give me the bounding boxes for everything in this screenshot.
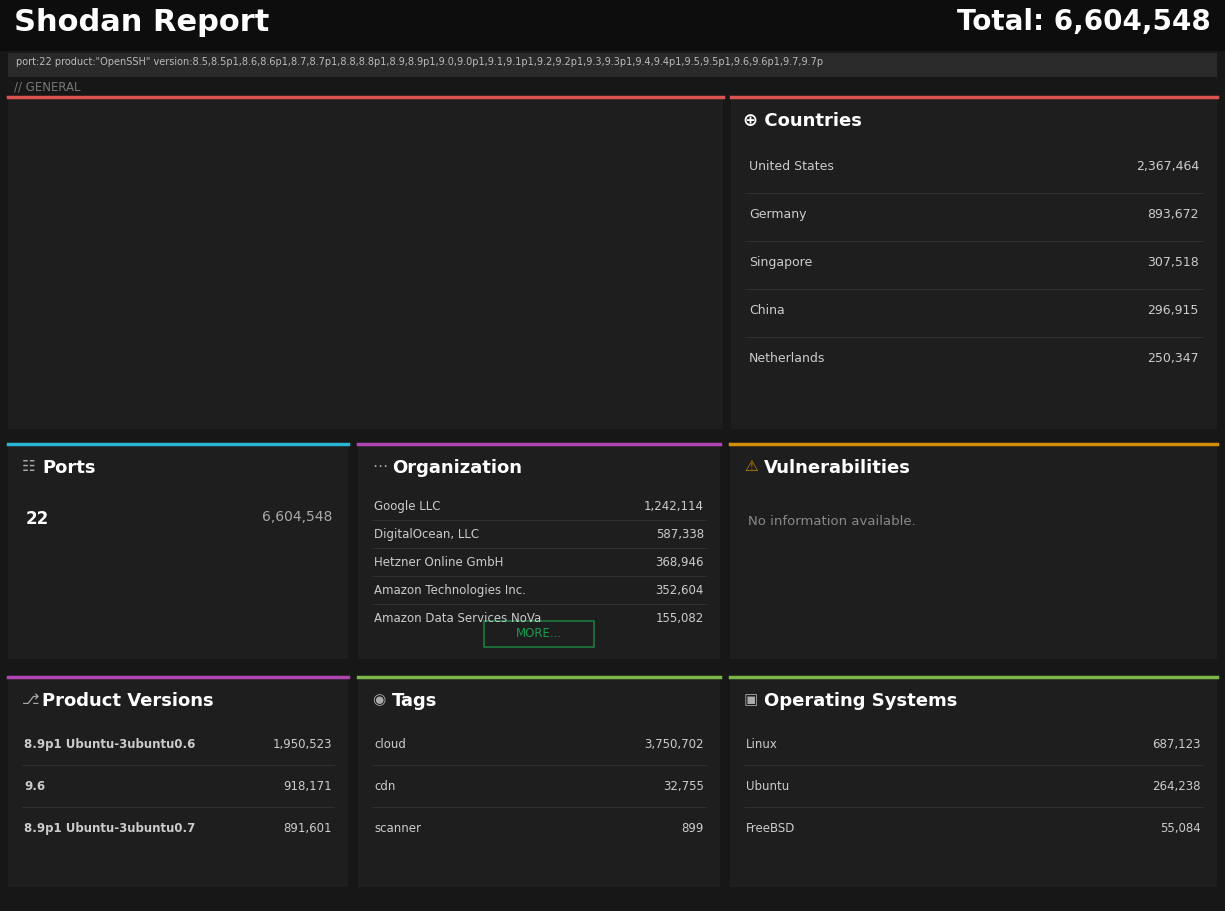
- Text: 155,082: 155,082: [655, 611, 704, 624]
- Text: cdn: cdn: [374, 779, 396, 793]
- Text: Operating Systems: Operating Systems: [764, 691, 958, 710]
- Text: Singapore: Singapore: [748, 256, 812, 269]
- Text: 1,950,523: 1,950,523: [272, 737, 332, 750]
- Text: 899: 899: [681, 821, 704, 834]
- Text: Shodan Report: Shodan Report: [13, 8, 270, 37]
- Text: Total: 6,604,548: Total: 6,604,548: [957, 8, 1212, 36]
- Text: Product Versions: Product Versions: [42, 691, 213, 710]
- Text: Vulnerabilities: Vulnerabilities: [764, 458, 911, 476]
- Text: Tags: Tags: [392, 691, 437, 710]
- Text: 3,750,702: 3,750,702: [644, 737, 704, 750]
- Text: Amazon Technologies Inc.: Amazon Technologies Inc.: [374, 583, 526, 597]
- Text: 891,601: 891,601: [283, 821, 332, 834]
- Text: Netherlands: Netherlands: [748, 352, 826, 364]
- Text: ▣: ▣: [744, 691, 758, 706]
- Text: DigitalOcean, LLC: DigitalOcean, LLC: [374, 527, 479, 540]
- Text: ⊕ Countries: ⊕ Countries: [744, 112, 862, 130]
- Text: 55,084: 55,084: [1160, 821, 1200, 834]
- Text: 2,367,464: 2,367,464: [1136, 159, 1199, 173]
- Text: 22: 22: [26, 509, 49, 527]
- Text: 352,604: 352,604: [655, 583, 704, 597]
- Text: FreeBSD: FreeBSD: [746, 821, 795, 834]
- Text: port:22 product:"OpenSSH" version:8.5,8.5p1,8.6,8.6p1,8.7,8.7p1,8.8,8.8p1,8.9,8.: port:22 product:"OpenSSH" version:8.5,8.…: [16, 56, 823, 67]
- Text: cloud: cloud: [374, 737, 405, 750]
- Text: Linux: Linux: [746, 737, 778, 750]
- Text: 893,672: 893,672: [1148, 208, 1199, 220]
- Text: ⋯: ⋯: [372, 458, 387, 474]
- Text: Ubuntu: Ubuntu: [746, 779, 789, 793]
- Text: 687,123: 687,123: [1153, 737, 1200, 750]
- Text: Amazon Data Services NoVa: Amazon Data Services NoVa: [374, 611, 541, 624]
- Text: Map unavailable: No module named 'geopandas': Map unavailable: No module named 'geopan…: [229, 266, 502, 276]
- Text: 8.9p1 Ubuntu-3ubuntu0.6: 8.9p1 Ubuntu-3ubuntu0.6: [24, 737, 195, 750]
- Text: scanner: scanner: [374, 821, 421, 834]
- Text: ⚠: ⚠: [744, 458, 757, 474]
- Text: Germany: Germany: [748, 208, 806, 220]
- Text: // GENERAL: // GENERAL: [13, 80, 81, 93]
- Text: 32,755: 32,755: [663, 779, 704, 793]
- Text: Google LLC: Google LLC: [374, 499, 441, 512]
- Text: ☷: ☷: [22, 458, 36, 474]
- Text: MORE...: MORE...: [516, 627, 562, 640]
- Text: 307,518: 307,518: [1148, 256, 1199, 269]
- Text: 918,171: 918,171: [283, 779, 332, 793]
- Text: 6,604,548: 6,604,548: [262, 509, 332, 524]
- Text: United States: United States: [748, 159, 834, 173]
- Text: 1,242,114: 1,242,114: [644, 499, 704, 512]
- Text: Hetzner Online GmbH: Hetzner Online GmbH: [374, 556, 503, 568]
- Text: 250,347: 250,347: [1148, 352, 1199, 364]
- Text: Ports: Ports: [42, 458, 96, 476]
- Text: 368,946: 368,946: [655, 556, 704, 568]
- Text: 9.6: 9.6: [24, 779, 45, 793]
- Text: 264,238: 264,238: [1153, 779, 1200, 793]
- Text: 8.9p1 Ubuntu-3ubuntu0.7: 8.9p1 Ubuntu-3ubuntu0.7: [24, 821, 195, 834]
- Text: China: China: [748, 303, 785, 317]
- Text: 587,338: 587,338: [655, 527, 704, 540]
- Text: 296,915: 296,915: [1148, 303, 1199, 317]
- Text: ◉: ◉: [372, 691, 385, 706]
- Text: No information available.: No information available.: [748, 515, 916, 527]
- Text: Organization: Organization: [392, 458, 522, 476]
- Text: ⎇: ⎇: [22, 691, 39, 706]
